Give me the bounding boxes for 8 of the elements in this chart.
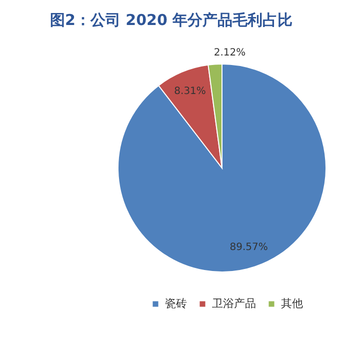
data-label: 89.57%	[230, 242, 268, 253]
chart-title: 图2：公司 2020 年分产品毛利占比	[50, 11, 293, 29]
pie-slice	[118, 64, 326, 272]
legend-label: 其他	[281, 296, 303, 310]
data-label: 8.31%	[174, 86, 206, 98]
data-label: 2.12%	[214, 47, 246, 58]
legend-label: 卫浴产品	[212, 296, 256, 310]
legend-label: 瓷砖	[165, 296, 187, 310]
